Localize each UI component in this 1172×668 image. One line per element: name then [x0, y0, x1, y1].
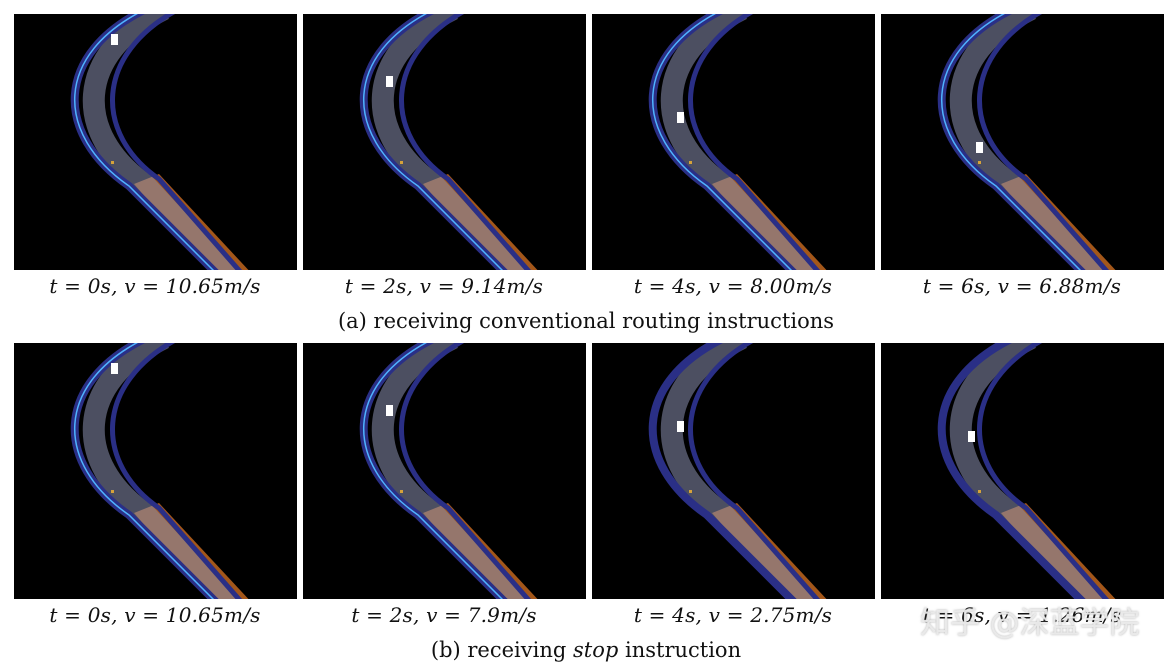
track-lane	[949, 14, 1105, 270]
caption-b1: t = 0s, v = 10.65m/s	[49, 603, 261, 627]
watermark: 知乎 @深蓝学院	[920, 606, 1140, 641]
vehicle-marker	[111, 363, 118, 374]
planned-path	[362, 14, 504, 270]
sim-panel-b1	[14, 343, 297, 599]
subcaption-b-prefix: (b) receiving	[430, 638, 573, 662]
sim-panel-b2	[303, 343, 586, 599]
sim-panel-a3	[592, 14, 875, 270]
track-edge-right	[977, 343, 1110, 599]
waypoint-marker	[111, 490, 114, 493]
track-lane	[660, 14, 816, 270]
track-lane	[82, 14, 238, 270]
waypoint-marker	[689, 161, 692, 164]
subcaption-b: (b) receiving stop instruction	[0, 638, 1172, 662]
track-edge-right	[688, 343, 821, 599]
planned-path	[651, 14, 793, 270]
waypoint-marker	[978, 490, 981, 493]
waypoint-marker	[111, 161, 114, 164]
track-edge-left	[937, 343, 1086, 599]
sim-image	[937, 14, 1116, 270]
sim-panel-a4	[881, 14, 1164, 270]
waypoint-marker	[978, 161, 981, 164]
subcaption-a: (a) receiving conventional routing instr…	[337, 309, 835, 333]
sim-image	[70, 14, 249, 270]
sim-panel-b3	[592, 343, 875, 599]
sim-image	[648, 343, 827, 599]
planned-path	[362, 343, 504, 599]
caption-a2: t = 2s, v = 9.14m/s	[344, 274, 544, 298]
sim-panel-b4	[881, 343, 1164, 599]
subcaption-b-suffix: instruction	[618, 638, 742, 662]
caption-a1: t = 0s, v = 10.65m/s	[49, 274, 261, 298]
track-edge-right	[688, 14, 821, 270]
sim-panel-a1	[14, 14, 297, 270]
caption-b2: t = 2s, v = 7.9m/s	[351, 603, 537, 627]
caption-b3: t = 4s, v = 2.75m/s	[633, 603, 833, 627]
planned-path	[73, 343, 215, 599]
track-edge-right	[399, 343, 532, 599]
track-edge-right	[110, 343, 243, 599]
vehicle-marker	[677, 421, 684, 432]
sim-image	[359, 343, 538, 599]
vehicle-marker	[386, 76, 393, 87]
caption-a4: t = 6s, v = 6.88m/s	[922, 274, 1122, 298]
sim-image	[70, 343, 249, 599]
waypoint-marker	[689, 490, 692, 493]
planned-path	[73, 14, 215, 270]
vehicle-marker	[976, 142, 983, 153]
planned-path	[940, 14, 1082, 270]
waypoint-marker	[400, 490, 403, 493]
track-lane	[660, 343, 816, 599]
waypoint-marker	[400, 161, 403, 164]
track-lane	[371, 343, 527, 599]
sim-image	[359, 14, 538, 270]
vehicle-marker	[677, 112, 684, 123]
track-edge-right	[110, 14, 243, 270]
vehicle-marker	[968, 431, 975, 442]
track-lane	[949, 343, 1105, 599]
sim-image	[648, 14, 827, 270]
caption-b4: t = 6s, v = 1.26m/s	[922, 603, 1122, 627]
sim-panel-a2	[303, 14, 586, 270]
track-edge-left	[648, 343, 797, 599]
track-lane	[82, 343, 238, 599]
vehicle-marker	[386, 405, 393, 416]
track-edge-right	[399, 14, 532, 270]
vehicle-marker	[111, 34, 118, 45]
caption-a3: t = 4s, v = 8.00m/s	[633, 274, 833, 298]
sim-image	[937, 343, 1116, 599]
track-edge-right	[977, 14, 1110, 270]
track-lane	[371, 14, 527, 270]
subcaption-b-emphasis: stop	[573, 638, 619, 662]
